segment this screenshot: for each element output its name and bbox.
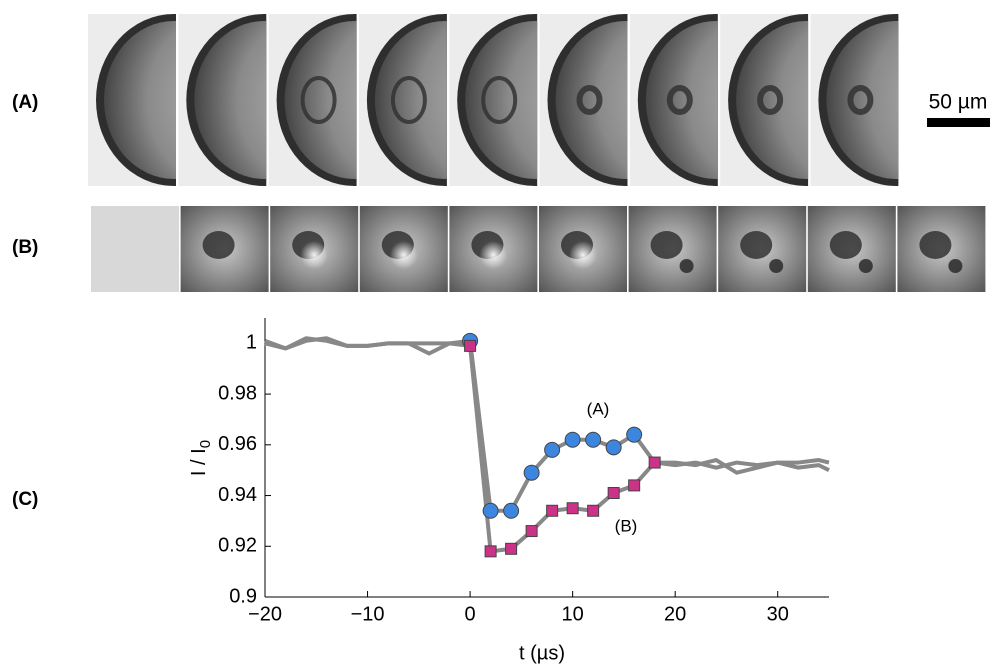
marker [505,542,518,555]
frame-a [810,14,899,186]
marker [464,339,477,352]
marker [503,502,520,519]
frame-b [180,206,269,292]
marker [482,502,499,519]
marker [525,525,538,538]
spot [389,241,418,269]
frame-b [359,206,448,292]
x-tick-label: 10 [562,603,584,625]
feature [390,76,427,124]
frame-b [270,206,359,292]
disc [284,21,357,179]
scale-bar-label: 50 µm [929,91,988,114]
disc [645,21,718,179]
panel-label: (A) [12,92,38,113]
frame-b [897,206,986,292]
blob2 [679,259,694,273]
frame-a [629,14,718,186]
marker [605,439,622,456]
spot [479,241,508,269]
x-tick-label: 20 [664,603,686,625]
y-axis-label-text: I / I [188,448,210,476]
blob2 [858,259,873,273]
y-tick-label: 0.94 [218,484,257,506]
y-axis-label: I / I0 [188,440,214,476]
frame-b [628,206,717,292]
y-tick-label: 1 [246,332,257,354]
marker [566,502,579,515]
frame-a [720,14,809,186]
disc [194,21,267,179]
marker [546,504,559,517]
marker [564,431,581,448]
marker [585,431,602,448]
scale-bar [927,118,990,127]
image-strips [88,14,986,292]
y-tick-label: 0.92 [218,535,257,557]
frame-a [358,14,447,186]
frame-b [807,206,896,292]
frame-b [449,206,538,292]
bright [91,206,179,292]
x-tick-label: 30 [767,603,789,625]
spot [569,241,597,269]
frame-b [539,206,627,292]
frame-a [88,14,176,186]
series-label: (B) [615,516,638,535]
spot [300,241,329,269]
x-tick-label: 0 [465,603,476,625]
marker [628,479,641,492]
blob2 [948,259,963,273]
blob [829,231,862,259]
y-tick-label: 0.96 [218,433,257,455]
marker [544,441,561,458]
blob [202,231,235,259]
blob [919,231,952,259]
x-tick-label: −10 [351,603,385,625]
feature [847,85,874,115]
feature [300,76,337,124]
frame-a [449,14,538,186]
disc [104,21,176,179]
blob2 [769,259,784,273]
series-label: (A) [587,399,610,418]
feature [757,85,784,115]
y-axis-label-sub: 0 [197,440,214,448]
panel-label: (B) [12,237,38,258]
x-axis-label: t (µs) [519,642,565,664]
marker [523,464,540,481]
frame-a [539,14,628,186]
frame-a [178,14,267,186]
frame-b [718,206,807,292]
frame-a [268,14,357,186]
marker [484,545,497,558]
disc [465,21,538,179]
y-tick-label: 0.9 [229,585,257,607]
marker [648,456,661,469]
disc [826,21,899,179]
y-tick-label: 0.98 [218,382,257,404]
disc [374,21,447,179]
series-line [264,336,830,513]
disc [736,21,809,179]
disc [555,21,628,179]
frame-b [91,206,179,292]
x-tick-label: −20 [248,603,282,625]
blob [740,231,773,259]
feature [481,76,518,124]
panel-label: (C) [12,489,38,510]
feature [576,85,603,115]
feature [666,85,693,115]
blob [650,231,683,259]
marker [607,487,620,500]
marker [587,504,600,517]
marker [626,426,643,443]
